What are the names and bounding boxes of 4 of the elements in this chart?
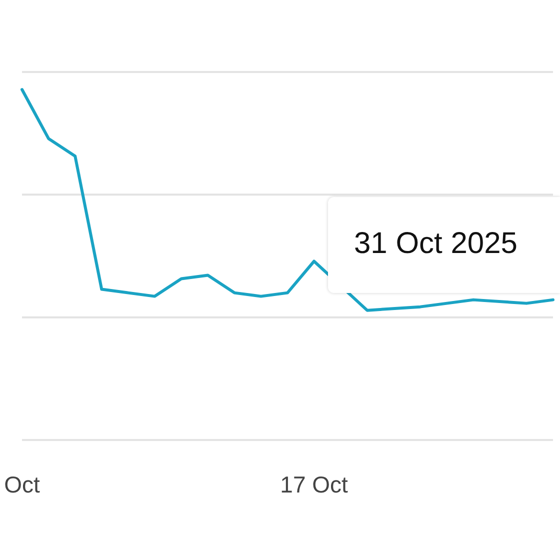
annotation: 31 Oct 2025 — [354, 227, 518, 261]
tooltip-box: 31 Oct 2025 — [328, 197, 560, 293]
x-tick-label: 17 Oct — [280, 471, 349, 498]
x-tick-label: Oct — [4, 471, 40, 498]
